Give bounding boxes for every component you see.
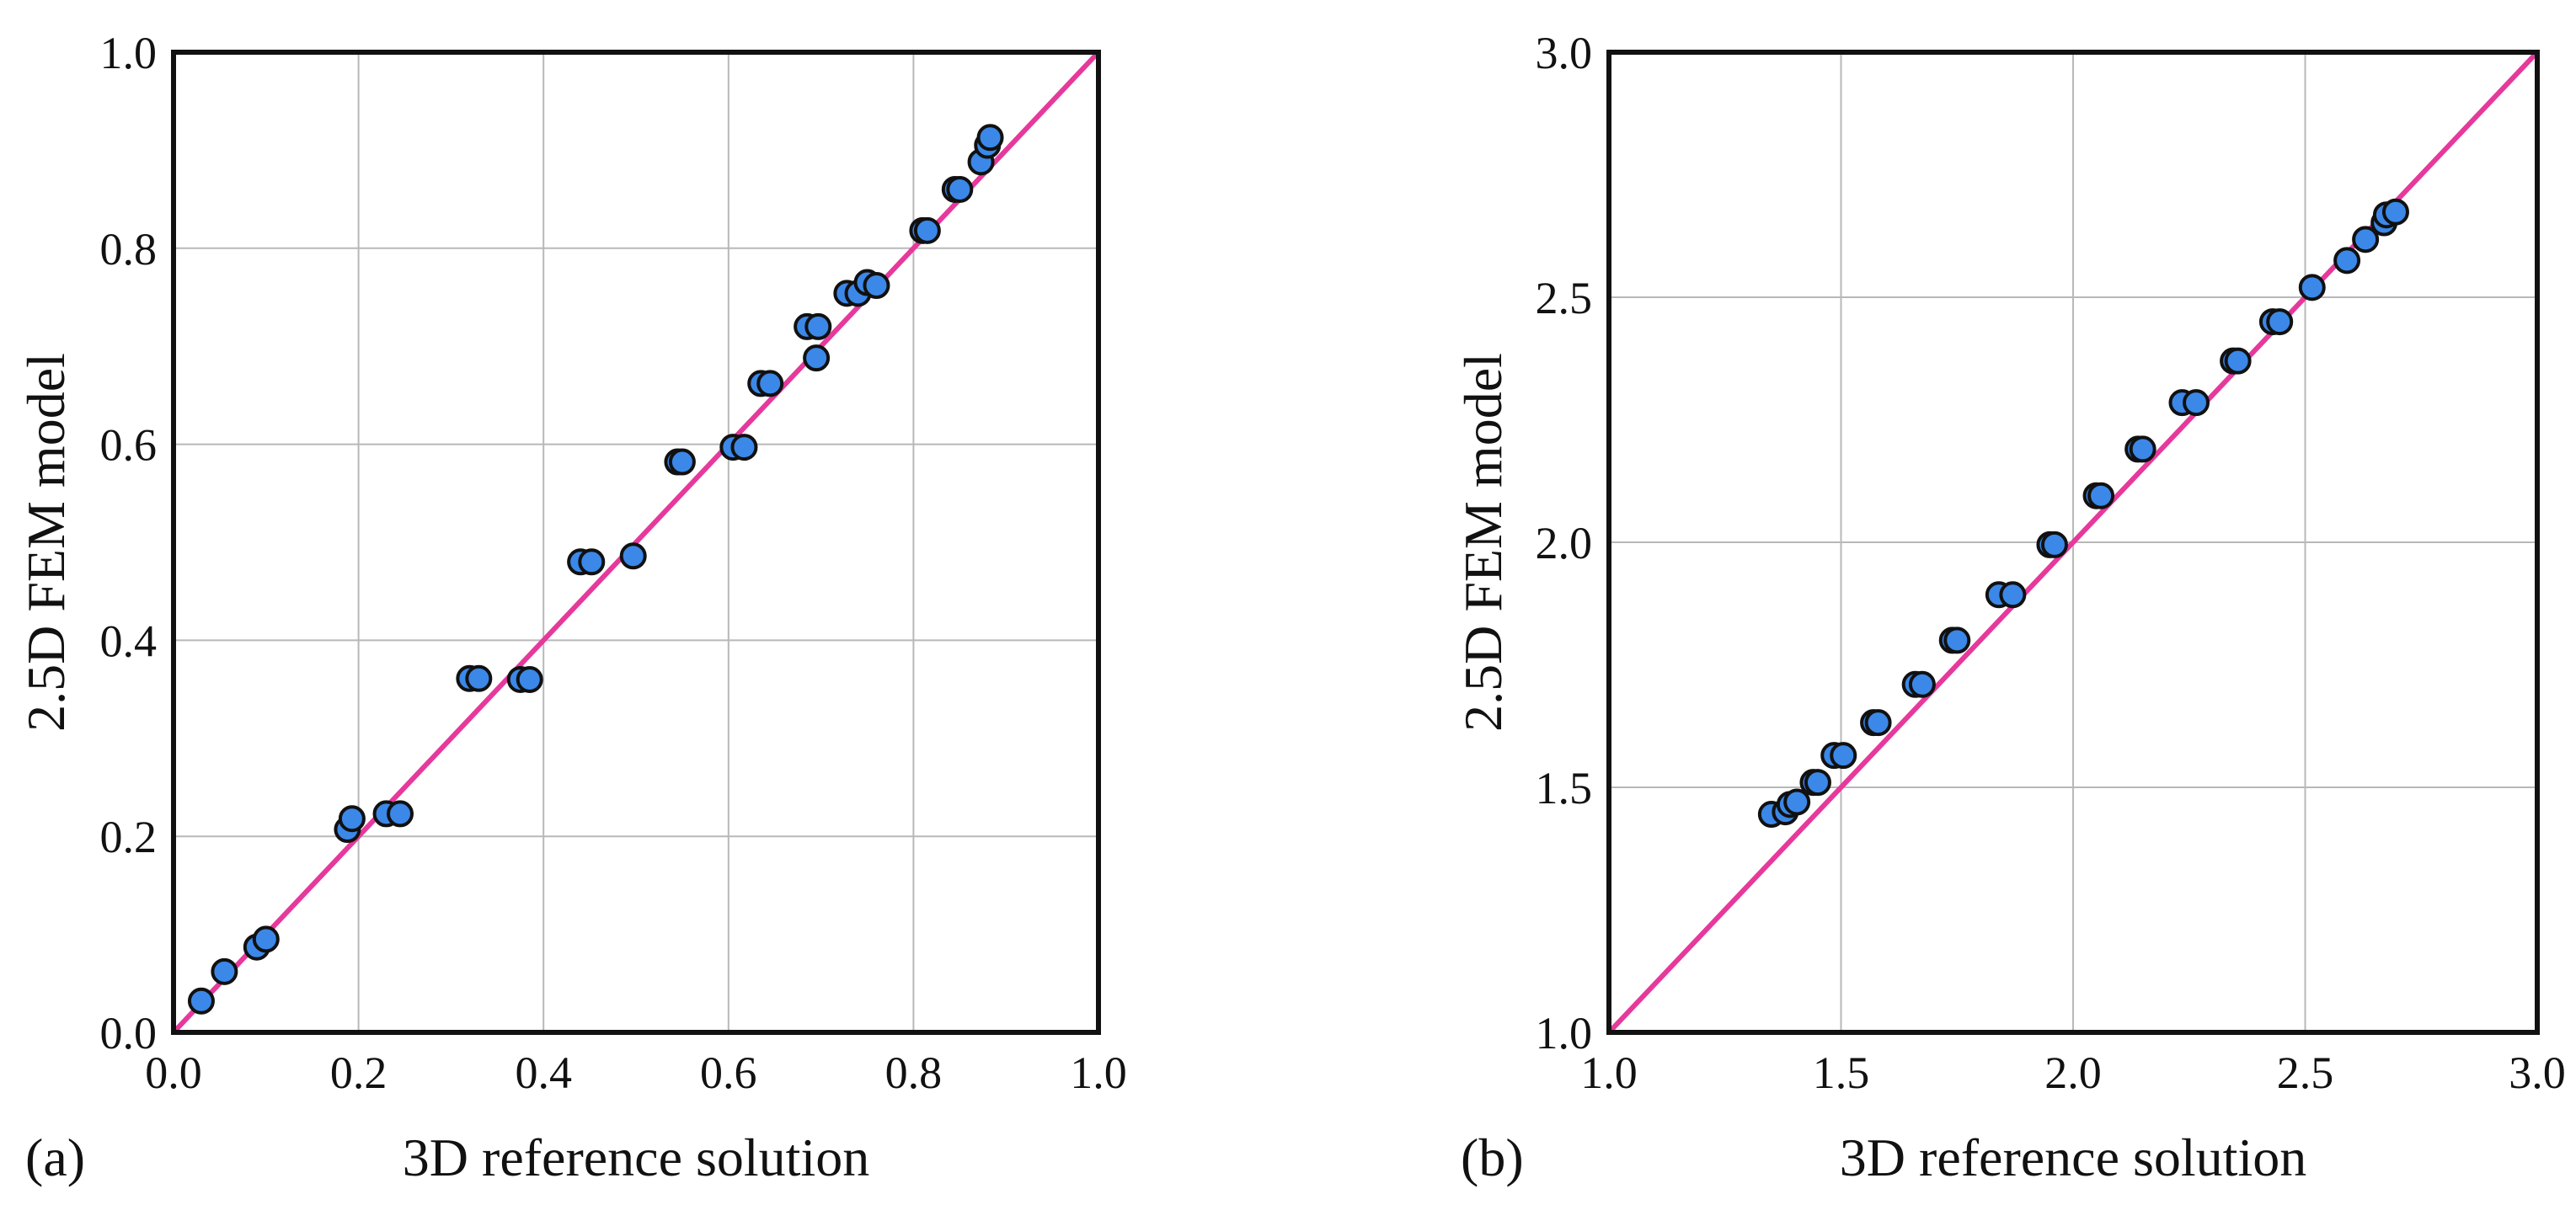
panel-a-data-point: [619, 542, 647, 570]
panel-b-data-point: [1864, 709, 1892, 737]
panel-a-data-point: [913, 216, 941, 244]
panel-a-gridlines: [174, 52, 1098, 1032]
panel-a-x-tick-label: 0.0: [145, 1048, 202, 1098]
panel-b-data-point: [1908, 670, 1936, 698]
panel-a-y-tick-label: 0.0: [100, 1008, 158, 1058]
panel-a-data-point: [730, 434, 758, 461]
panel-a-data-point: [804, 312, 832, 340]
panel-a-data-point: [946, 175, 974, 203]
panel-a-data-point: [578, 548, 606, 576]
panel-a-y-tick-label: 0.6: [100, 420, 158, 471]
panel-a-y-tick-label: 0.8: [100, 224, 158, 275]
panel-a-plot-frame: [171, 50, 1101, 1035]
panel-a-x-tick-label: 0.4: [515, 1048, 572, 1098]
panel-b-x-tick-label: 2.5: [2277, 1048, 2334, 1098]
panel-a-y-tick-label: 0.2: [100, 812, 158, 862]
panel-a-x-tick-label: 0.6: [700, 1048, 757, 1098]
panel-b-data-point: [2381, 198, 2409, 226]
panel-a-data-point: [756, 370, 784, 397]
panel-b-data-point: [2087, 482, 2115, 509]
panel-a-data-point: [387, 800, 414, 828]
panel-b-data-point: [1943, 626, 1971, 654]
panel-a-data-point: [863, 272, 890, 300]
panel-a-data-point: [252, 925, 280, 953]
panel-b-x-tick-label: 2.0: [2044, 1048, 2102, 1098]
panel-b-x-tick-label: 1.0: [1580, 1048, 1638, 1098]
panel-a-x-tick-labels: 0.0 0.2 0.4 0.6 0.8 1.0: [145, 1048, 1127, 1098]
panel-b-y-tick-label: 2.0: [1536, 518, 1593, 568]
panel-a-data-point: [668, 448, 696, 476]
panel-a-data-point: [976, 124, 1004, 152]
panel-a-data-point: [803, 344, 831, 372]
panel-a-data-point: [465, 664, 493, 692]
panel-b-data-point: [1804, 769, 1831, 797]
panel-b-y-tick-label: 1.5: [1536, 763, 1593, 813]
panel-a-x-tick-label: 0.2: [330, 1048, 387, 1098]
panel-a-data-point: [211, 957, 238, 985]
panel-a-y-tick-label: 0.4: [100, 616, 158, 666]
panel-a-label: (a): [25, 1128, 85, 1187]
panel-b-y-tick-label: 2.5: [1536, 273, 1593, 323]
panel-b-y-tick-labels: 1.0 1.5 2.0 2.5 3.0: [1536, 28, 1593, 1058]
panel-b-y-axis-label: 2.5D FEM model: [1453, 353, 1513, 732]
panel-b-data-point: [2298, 274, 2326, 301]
panel-b-data-point: [1999, 581, 2027, 609]
panel-a-x-tick-label: 1.0: [1070, 1048, 1127, 1098]
panel-a-reference-line-group: [171, 50, 1101, 1035]
panel-a-data-point: [516, 665, 543, 693]
panel-b-y-tick-label: 3.0: [1536, 28, 1593, 78]
panel-b-x-tick-labels: 1.0 1.5 2.0 2.5 3.0: [1580, 1048, 2566, 1098]
panel-a-y-tick-label: 1.0: [100, 28, 158, 78]
panel-b-data-point: [2224, 347, 2252, 375]
panel-b-x-tick-label: 3.0: [2509, 1048, 2566, 1098]
panel-a-y-axis-label: 2.5D FEM model: [16, 353, 76, 732]
panel-b-label: (b): [1461, 1128, 1524, 1187]
panel-a-reference-line: [171, 50, 1101, 1035]
panel-b-data-point: [1830, 742, 1857, 770]
panel-a-x-axis-label: 3D reference solution: [403, 1128, 869, 1187]
chart-panel-b: 1.0 1.5 2.0 2.5 3.0 1.0 1.5 2.0 2.5 3.0 3D refer…: [1453, 28, 2566, 1187]
panel-b-data-point: [2040, 531, 2068, 558]
panel-b-y-tick-label: 1.0: [1536, 1008, 1593, 1058]
panel-b-data-point: [2129, 435, 2156, 463]
panel-a-data-point: [338, 805, 366, 833]
panel-b-data-markers: [1757, 198, 2409, 829]
panel-a-data-markers: [187, 124, 1004, 1015]
panel-b-data-point: [2352, 226, 2380, 253]
panel-b-x-axis-label: 3D reference solution: [1840, 1128, 2306, 1187]
panel-b-data-point: [2333, 247, 2361, 275]
panel-b-data-point: [1783, 788, 1811, 816]
panel-b-data-point: [2183, 389, 2210, 417]
panel-b-plot-frame: [1606, 50, 2540, 1035]
panel-b-data-point: [2266, 308, 2294, 336]
chart-panel-a: 0.0 0.2 0.4 0.6 0.8 1.0 0.0 0.2 0.4 0.6 0.8 1.0 3D…: [16, 28, 1127, 1187]
panel-a-y-tick-labels: 0.0 0.2 0.4 0.6 0.8 1.0: [100, 28, 158, 1058]
panel-a-data-point: [187, 987, 215, 1015]
panel-b-x-tick-label: 1.5: [1813, 1048, 1870, 1098]
panel-a-x-tick-label: 0.8: [885, 1048, 943, 1098]
